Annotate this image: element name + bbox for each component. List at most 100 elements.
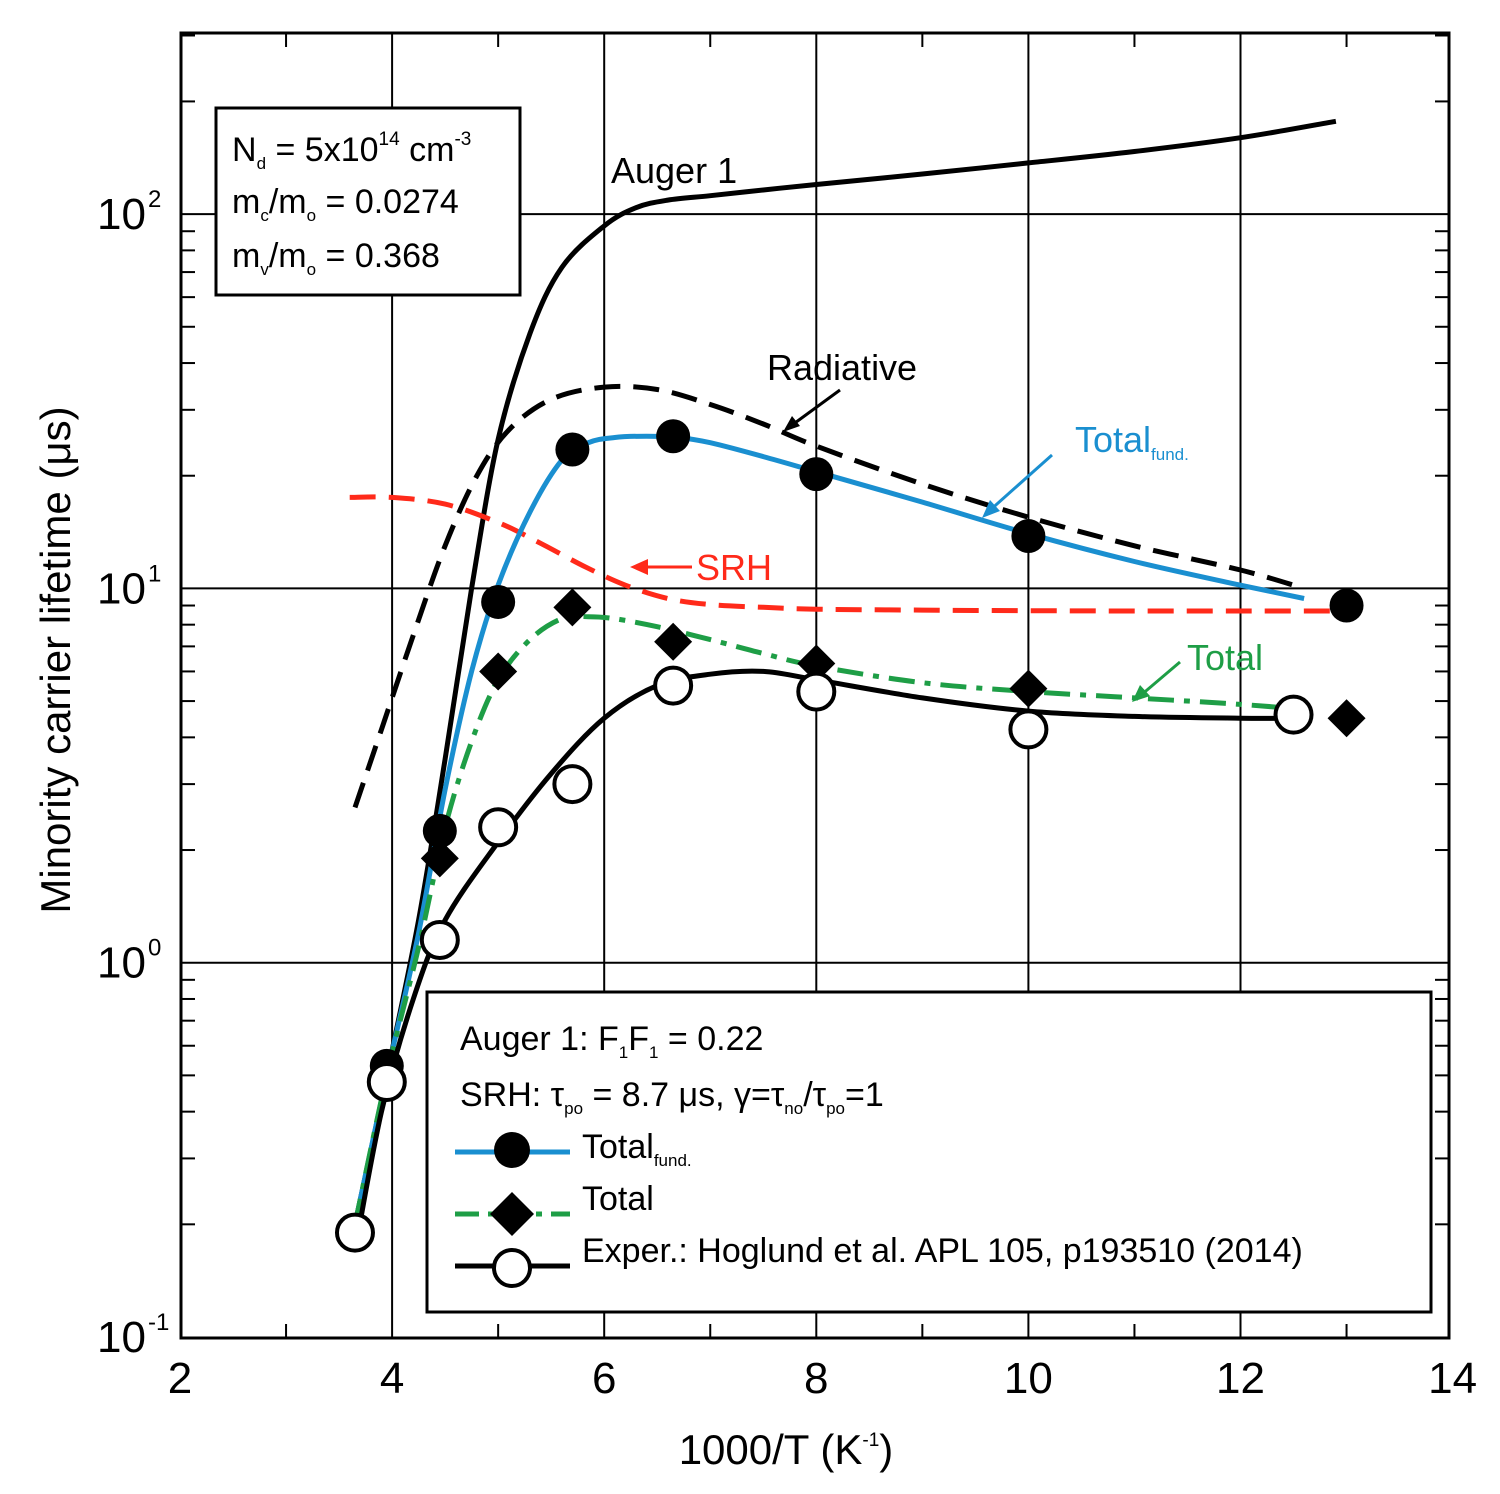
y-tick-exponent: 1 — [148, 560, 161, 587]
legend-srh-b: = 8.7 μs, γ=τ — [583, 1076, 785, 1114]
annotation-radiative: Radiative — [767, 347, 917, 388]
legend-srh-c: /τ — [803, 1076, 826, 1114]
marker-exper — [419, 919, 460, 960]
marker-exper — [552, 764, 593, 805]
x-axis-title-sup: -1 — [862, 1430, 879, 1451]
legend-marker-exper — [492, 1248, 532, 1288]
x-axis-title: 1000/T (K-1) — [679, 1426, 894, 1473]
marker-exper — [366, 1062, 407, 1103]
x-axis-title-close: ) — [879, 1426, 893, 1473]
param-nd-unit-exp: -3 — [454, 129, 471, 150]
annotation-total-fund: Totalfund. — [1075, 419, 1189, 464]
x-tick-label: 6 — [592, 1354, 616, 1403]
param-mc-m: m — [232, 183, 260, 221]
legend-srh-sub3: po — [826, 1099, 845, 1118]
x-tick-label: 14 — [1428, 1354, 1477, 1403]
marker-exper — [1273, 694, 1314, 735]
x-tick-label: 4 — [380, 1354, 404, 1403]
marker-total — [1009, 669, 1048, 708]
marker-total-fund — [481, 584, 516, 619]
annotation-total: Total — [1187, 637, 1263, 678]
param-mv-sub2: o — [307, 260, 316, 279]
param-nd-unit: cm — [400, 131, 455, 169]
curve-srh — [349, 494, 1336, 614]
legend-srh-sub1: po — [564, 1099, 583, 1118]
plot-frame — [179, 31, 1451, 1340]
param-nd: Nd = 5x1014 cm-3 — [232, 129, 471, 173]
marker-total — [797, 644, 836, 683]
markers — [334, 419, 1366, 1253]
y-tick-exponent: 0 — [148, 935, 161, 962]
marker-total-fund — [1011, 519, 1046, 554]
legend-label-exper: Exper.: Hoglund et al. APL 105, p193510 … — [582, 1232, 1303, 1270]
legend-auger-f: F — [628, 1020, 649, 1058]
arrowhead-total-fund — [982, 500, 1000, 518]
param-nd-sub: d — [257, 154, 266, 173]
y-tick-label: 10 — [97, 564, 146, 613]
param-nd-label: N — [232, 131, 257, 169]
x-tick-label: 8 — [804, 1354, 828, 1403]
marker-total — [420, 839, 459, 878]
param-mv-m: m — [232, 237, 260, 275]
marker-total-fund — [656, 419, 691, 454]
param-nd-exp: 14 — [379, 129, 401, 150]
legend-srh-param: SRH: τpo = 8.7 μs, γ=τno/τpo=1 — [460, 1076, 884, 1118]
legend-srh-sub2: no — [784, 1099, 803, 1118]
marker-total — [479, 652, 518, 691]
param-mv-sub: v — [260, 260, 269, 279]
param-nd-value: = 5x10 — [266, 131, 378, 169]
curve-radiative — [352, 383, 1305, 809]
annotation-total-fund-sub: fund. — [1151, 445, 1189, 464]
legend-auger-sub2: 1 — [649, 1043, 658, 1062]
param-mc-value: = 0.0274 — [316, 183, 459, 221]
marker-total — [1327, 699, 1366, 738]
arrow-total — [1139, 660, 1181, 698]
arrowhead-radiative — [783, 416, 800, 432]
param-mc: mc/mo = 0.0274 — [232, 183, 459, 225]
legend-auger-value: = 0.22 — [658, 1020, 763, 1058]
x-tick-label: 10 — [1004, 1354, 1053, 1403]
legend-label-total: Total — [582, 1180, 654, 1218]
annotation-auger: Auger 1 — [611, 150, 737, 191]
y-axis-title: Minority carrier lifetime (μs) — [32, 406, 79, 913]
y-tick-exponent: 2 — [148, 186, 161, 213]
param-mc-sub: c — [260, 206, 269, 225]
marker-total — [654, 622, 693, 661]
legend-auger-a: Auger 1: F — [460, 1020, 619, 1058]
marker-exper — [478, 807, 519, 848]
marker-exper — [1008, 709, 1049, 750]
x-tick-label: 2 — [168, 1354, 192, 1403]
annotation-total-fund-text: Total — [1075, 419, 1151, 460]
parameter-box-frame — [214, 106, 522, 297]
arrow-radiative — [787, 388, 841, 430]
marker-total-fund — [799, 457, 834, 492]
legend-srh-a: SRH: τ — [460, 1076, 565, 1114]
parameter-box: Nd = 5x1014 cm-3 mc/mo = 0.0274 mv/mo = … — [214, 106, 522, 297]
marker-total-fund — [1329, 588, 1364, 623]
arrowhead-total — [1132, 685, 1150, 702]
legend-marker-total — [490, 1192, 534, 1236]
marker-total — [553, 588, 592, 627]
y-tick-label: 10 — [97, 190, 146, 239]
legend-srh-d: =1 — [845, 1076, 884, 1114]
param-mc-slash: /m — [269, 183, 307, 221]
y-tick-exponent: -1 — [148, 1309, 169, 1336]
legend-marker-total-fund — [494, 1132, 530, 1168]
param-mv: mv/mo = 0.368 — [232, 237, 440, 279]
marker-exper — [334, 1212, 375, 1253]
marker-exper — [796, 671, 837, 712]
legend-label-total-fund: Totalfund. — [582, 1128, 692, 1170]
arrow-total-fund — [987, 453, 1053, 514]
x-tick-label: 12 — [1216, 1354, 1265, 1403]
legend: Auger 1: F1F1 = 0.22 SRH: τpo = 8.7 μs, … — [425, 990, 1433, 1314]
param-mv-slash: /m — [269, 237, 307, 275]
legend-frame — [425, 990, 1433, 1314]
x-tick-labels: 2 4 6 8 10 12 14 — [168, 1354, 1477, 1403]
minor-ticks — [181, 33, 1449, 1338]
annotation-srh: SRH — [696, 547, 772, 588]
param-mc-sub2: o — [307, 206, 316, 225]
y-tick-label: 10 — [97, 1313, 146, 1362]
x-axis-title-text: 1000/T (K — [679, 1426, 863, 1473]
marker-total-fund — [555, 432, 590, 467]
